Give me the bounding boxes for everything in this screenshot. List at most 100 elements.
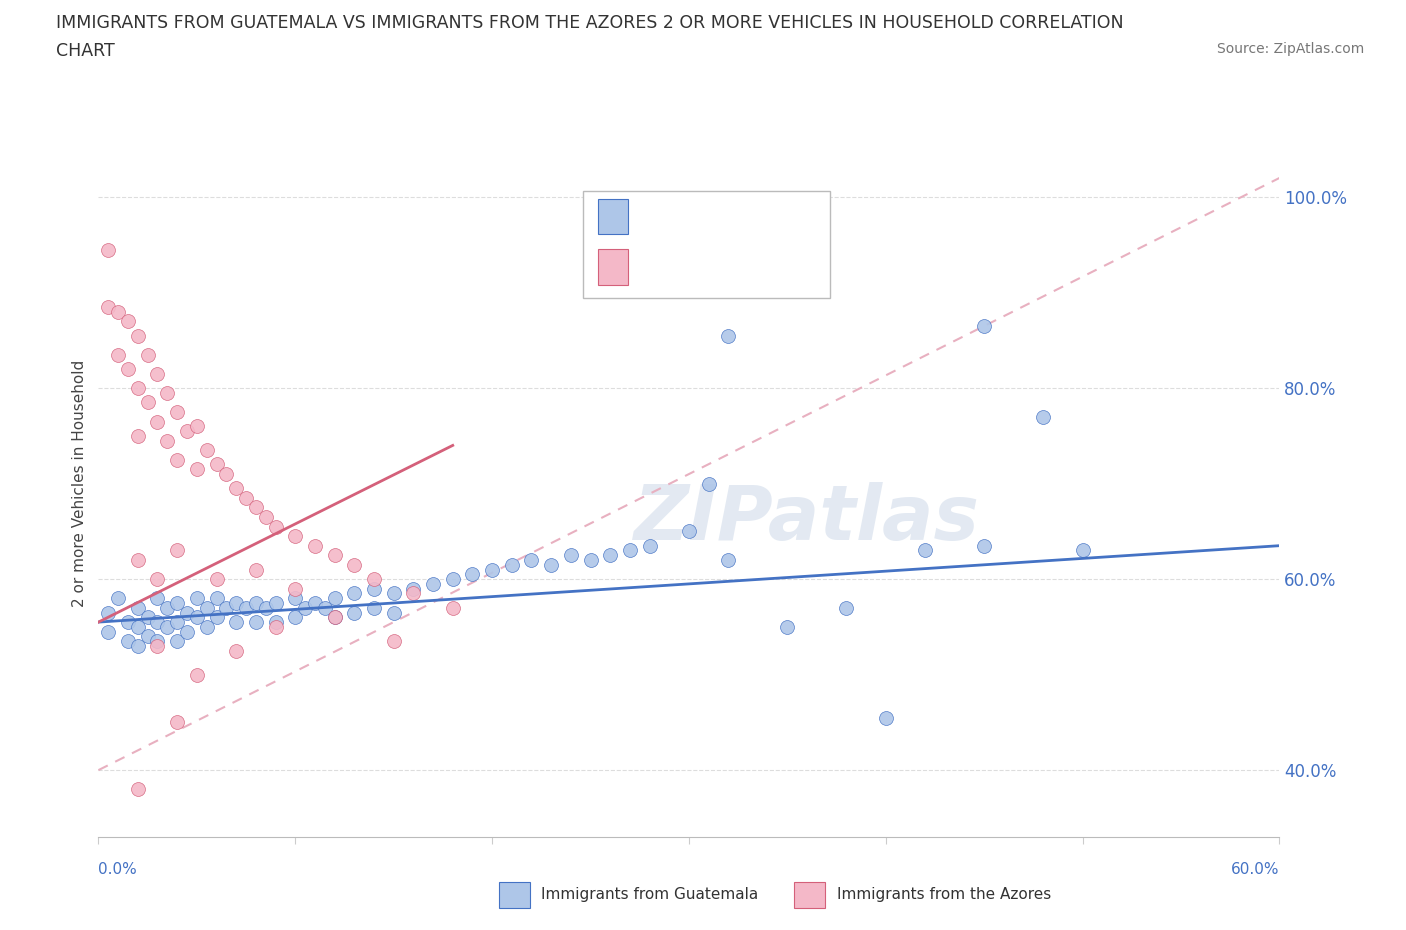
Point [205, 572, 228, 587]
Point [166, 405, 188, 419]
Point [107, 347, 129, 362]
Point [166, 452, 188, 467]
Text: 0.147: 0.147 [682, 207, 738, 226]
Point [127, 619, 149, 634]
Point [245, 562, 267, 577]
Point [225, 644, 247, 658]
Point [107, 591, 129, 605]
Point [382, 605, 405, 620]
Text: IMMIGRANTS FROM GUATEMALA VS IMMIGRANTS FROM THE AZORES 2 OR MORE VEHICLES IN HO: IMMIGRANTS FROM GUATEMALA VS IMMIGRANTS … [56, 14, 1123, 32]
Point [835, 601, 858, 616]
Point [678, 524, 700, 538]
Point [776, 619, 799, 634]
Point [304, 538, 326, 553]
Point [343, 557, 366, 572]
Point [973, 538, 995, 553]
Point [254, 601, 277, 616]
Text: Immigrants from the Azores: Immigrants from the Azores [837, 887, 1050, 902]
Point [254, 510, 277, 525]
Point [127, 380, 149, 395]
Point [973, 319, 995, 334]
Point [136, 347, 159, 362]
Text: Source: ZipAtlas.com: Source: ZipAtlas.com [1216, 42, 1364, 56]
Point [127, 552, 149, 567]
Point [176, 605, 198, 620]
Point [1071, 543, 1094, 558]
Text: R =: R = [643, 207, 682, 226]
Point [176, 624, 198, 639]
Point [97, 624, 120, 639]
Point [136, 610, 159, 625]
Point [186, 610, 208, 625]
Point [146, 366, 169, 381]
Point [294, 601, 316, 616]
Text: Immigrants from Guatemala: Immigrants from Guatemala [541, 887, 759, 902]
Point [107, 304, 129, 319]
Point [697, 476, 720, 491]
Point [166, 715, 188, 730]
Text: R =: R = [643, 258, 682, 276]
Point [235, 490, 257, 505]
Point [245, 500, 267, 515]
Point [146, 572, 169, 587]
Point [117, 313, 139, 328]
Point [402, 581, 425, 596]
Point [304, 595, 326, 610]
Point [875, 711, 897, 725]
Point [323, 610, 346, 625]
Point [441, 601, 464, 616]
Point [245, 615, 267, 630]
Point [195, 619, 218, 634]
Point [156, 385, 179, 400]
Point [97, 299, 120, 314]
Text: 0.0%: 0.0% [98, 862, 138, 877]
Point [264, 619, 287, 634]
Point [382, 586, 405, 601]
Point [343, 605, 366, 620]
Point [441, 572, 464, 587]
Point [205, 591, 228, 605]
Point [382, 633, 405, 648]
Point [284, 591, 307, 605]
Text: CHART: CHART [56, 42, 115, 60]
Point [215, 601, 238, 616]
Point [638, 538, 661, 553]
Point [363, 581, 385, 596]
Point [205, 457, 228, 472]
Point [127, 328, 149, 343]
Point [245, 595, 267, 610]
Point [717, 552, 740, 567]
Point [146, 414, 169, 429]
Point [225, 481, 247, 496]
Point [363, 572, 385, 587]
Text: 60.0%: 60.0% [1232, 862, 1279, 877]
Point [166, 543, 188, 558]
Text: N =: N = [738, 207, 790, 226]
Point [195, 601, 218, 616]
Point [314, 601, 336, 616]
Point [127, 639, 149, 654]
Point [127, 601, 149, 616]
Point [284, 610, 307, 625]
Point [520, 552, 543, 567]
Text: ZIPatlas: ZIPatlas [634, 482, 980, 556]
Point [166, 595, 188, 610]
Point [599, 548, 621, 563]
Point [146, 615, 169, 630]
Text: 49: 49 [780, 258, 806, 276]
Point [402, 586, 425, 601]
Point [156, 619, 179, 634]
Point [117, 615, 139, 630]
Point [540, 557, 562, 572]
Point [323, 591, 346, 605]
Point [225, 595, 247, 610]
Point [264, 615, 287, 630]
Point [225, 615, 247, 630]
Point [284, 528, 307, 543]
Point [264, 519, 287, 534]
Point [146, 591, 169, 605]
Text: N =: N = [738, 258, 790, 276]
Point [186, 667, 208, 682]
Point [156, 601, 179, 616]
Point [343, 586, 366, 601]
